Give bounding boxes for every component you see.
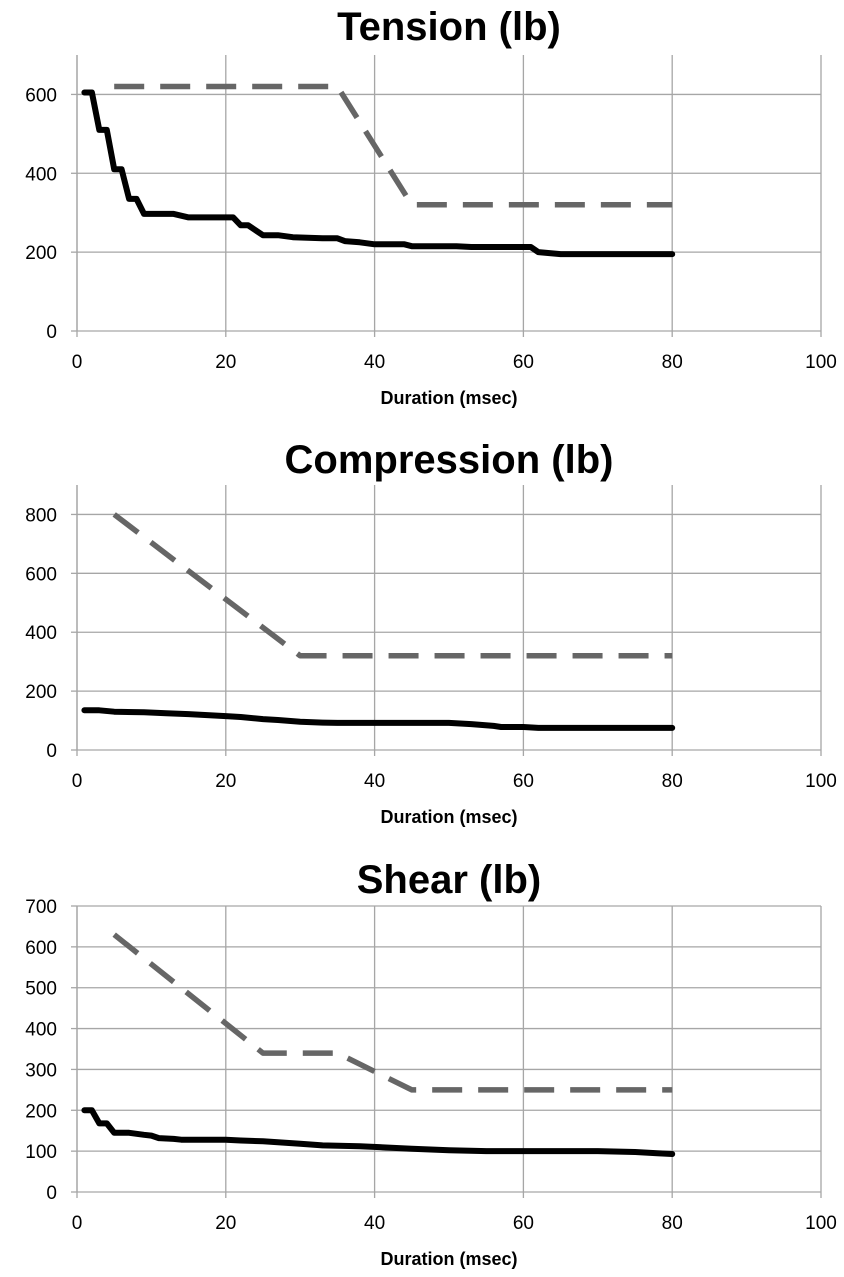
- y-tick-label: 600: [25, 85, 57, 106]
- x-axis-title: Duration (msec): [380, 388, 517, 408]
- y-tick-label: 0: [46, 741, 57, 762]
- grid: [71, 905, 822, 1198]
- x-tick-label: 20: [215, 1213, 236, 1234]
- series-solid-line: [81, 89, 676, 258]
- y-tick-label: 100: [25, 1142, 57, 1163]
- y-tick-label: 800: [25, 505, 57, 526]
- x-tick-label: 100: [805, 352, 837, 373]
- y-tick-label: 0: [46, 322, 57, 343]
- y-tick-label: 400: [25, 1020, 57, 1041]
- x-tick-label: 60: [513, 1213, 534, 1234]
- grid: [71, 485, 822, 756]
- x-tick-label: 40: [364, 352, 385, 373]
- x-axis-title: Duration (msec): [380, 807, 517, 827]
- y-tick-label: 500: [25, 979, 57, 1000]
- y-tick-label: 600: [25, 564, 57, 585]
- chart-title: Shear (lb): [357, 858, 541, 902]
- grid: [71, 55, 822, 337]
- x-tick-label: 0: [72, 771, 83, 792]
- x-tick-label: 40: [364, 771, 385, 792]
- y-tick-label: 700: [25, 897, 57, 918]
- x-tick-label: 80: [662, 771, 683, 792]
- y-tick-label: 600: [25, 938, 57, 959]
- x-tick-label: 0: [72, 1213, 83, 1234]
- y-tick-label: 400: [25, 164, 57, 185]
- chart-title: Compression (lb): [285, 438, 614, 482]
- x-tick-label: 20: [215, 771, 236, 792]
- x-tick-label: 60: [513, 352, 534, 373]
- chart-tension: Tension (lb) Duration (msec) 0 200 400 600 0…: [25, 5, 837, 408]
- y-tick-label: 200: [25, 682, 57, 703]
- y-tick-label: 300: [25, 1060, 57, 1081]
- x-tick-label: 60: [513, 771, 534, 792]
- series-dashed-line: [114, 83, 673, 208]
- series-dashed-line: [112, 512, 673, 659]
- x-tick-label: 80: [662, 352, 683, 373]
- y-tick-label: 0: [46, 1183, 57, 1204]
- chart-shear: Shear (lb) Duration (msec) 0100200300400…: [25, 858, 837, 1269]
- y-tick-label: 400: [25, 623, 57, 644]
- x-tick-label: 20: [215, 352, 236, 373]
- y-tick-label: 200: [25, 1101, 57, 1122]
- series-dashed-line: [112, 932, 673, 1093]
- x-axis-title: Duration (msec): [380, 1249, 517, 1269]
- series-solid-line: [81, 707, 676, 731]
- x-tick-label: 0: [72, 352, 83, 373]
- y-tick-label: 200: [25, 243, 57, 264]
- chart-compression: Compression (lb) Duration (msec) 0200400…: [25, 438, 837, 827]
- series-solid-line: [81, 1107, 676, 1157]
- x-tick-label: 80: [662, 1213, 683, 1234]
- x-tick-label: 100: [805, 1213, 837, 1234]
- x-tick-label: 40: [364, 1213, 385, 1234]
- chart-title: Tension (lb): [337, 5, 561, 49]
- x-tick-label: 100: [805, 771, 837, 792]
